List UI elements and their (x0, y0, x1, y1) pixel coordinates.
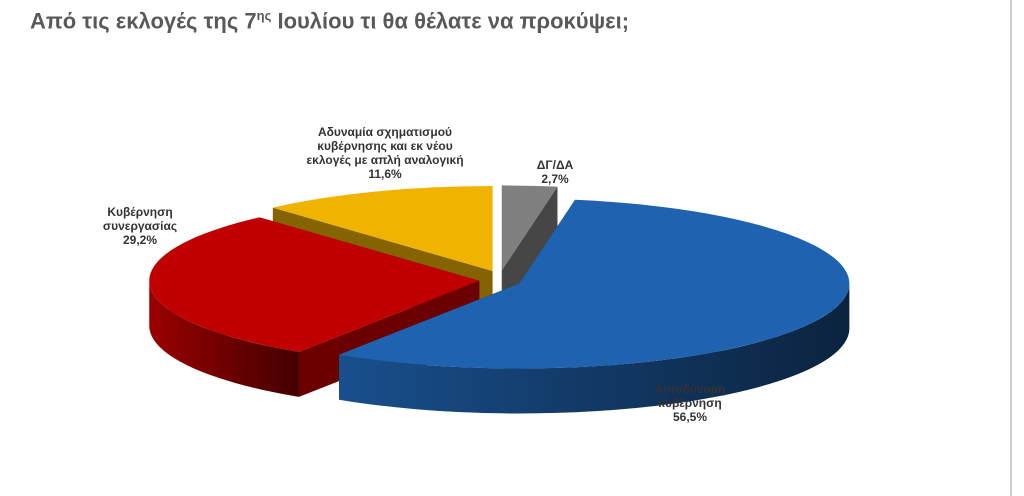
title-text: Ιουλίου τι θα θέλατε να προκύψει; (271, 8, 630, 34)
slice-name: ΔΓ/ΔΑ (536, 158, 574, 172)
slice-top (272, 186, 493, 272)
title-superscript: ης (256, 8, 272, 23)
pie-slice (339, 199, 850, 414)
slice-value-label: 29,2% (122, 233, 158, 247)
slice-value-label: 56,5% (672, 410, 708, 424)
slice-name: Αυτοδύναμη κυβέρνηση (654, 382, 726, 410)
title-text: Από τις εκλογές της 7 (30, 8, 257, 34)
slice-wall (149, 280, 299, 397)
slice-wall (339, 283, 850, 414)
slice-top (501, 185, 558, 271)
slice-label: ΔΓ/ΔΑ 2,7% (515, 158, 595, 186)
slice-label: Κυβέρνηση συνεργασίας 29,2% (80, 205, 200, 247)
slice-value-label: 11,6% (368, 167, 402, 181)
slice-label: Αδυναμία σχηματισμού κυβέρνησης και εκ ν… (298, 125, 473, 181)
chart-title: Από τις εκλογές της 7ης Ιουλίου τι θα θέ… (30, 8, 629, 34)
slice-top (149, 217, 480, 352)
slice-top (339, 199, 850, 369)
slice-side (501, 186, 558, 316)
slice-label: Αυτοδύναμη κυβέρνηση 56,5% (630, 382, 750, 424)
pie-slice (501, 185, 558, 316)
slice-name: Κυβέρνηση συνεργασίας (102, 205, 178, 233)
slice-name: Αδυναμία σχηματισμού κυβέρνησης και εκ ν… (306, 125, 464, 167)
slice-value-label: 2,7% (541, 172, 569, 186)
